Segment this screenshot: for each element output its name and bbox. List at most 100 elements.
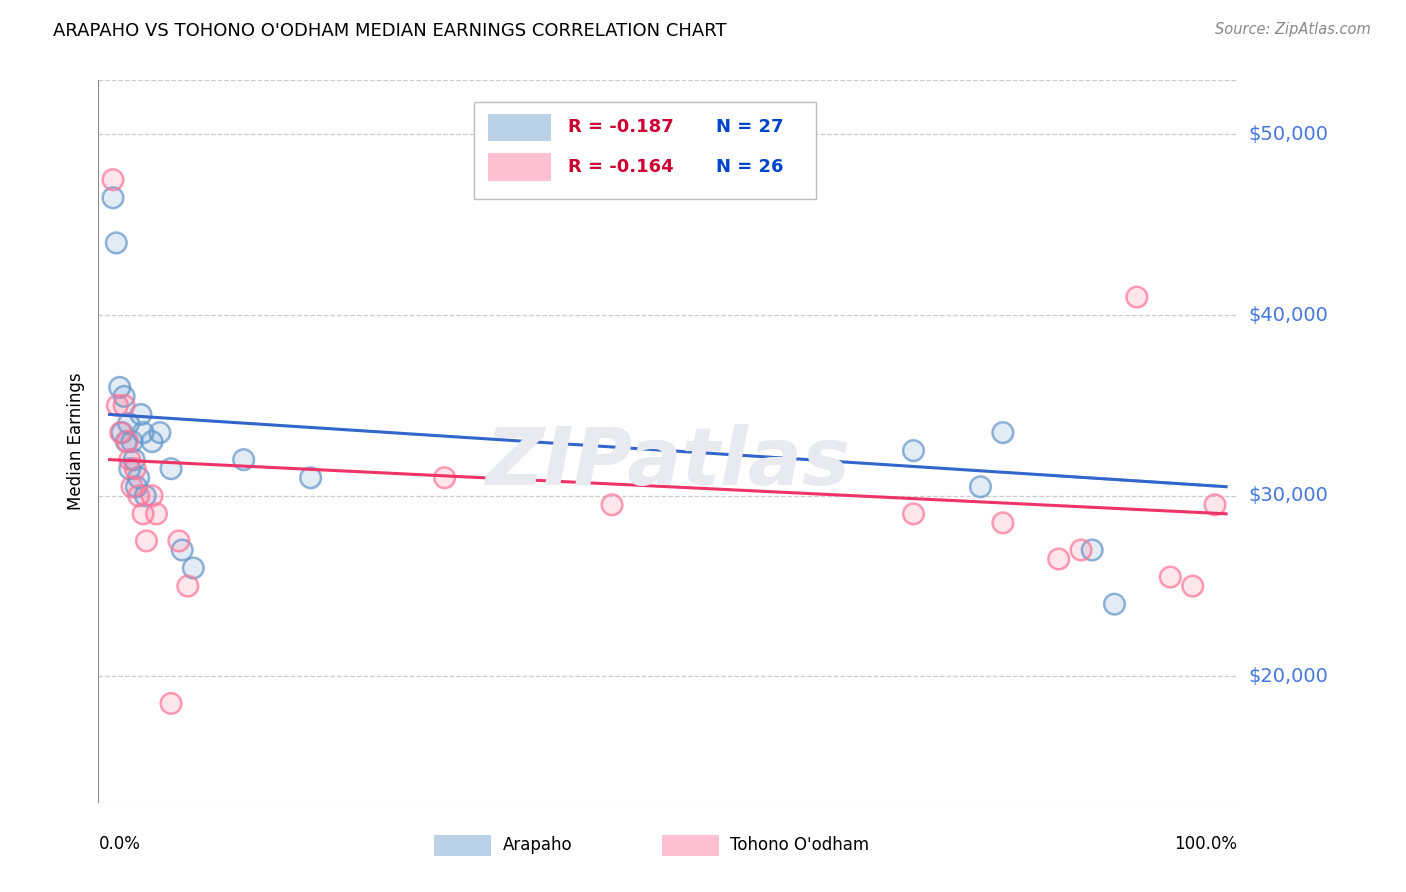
Point bbox=[118, 452, 141, 467]
Point bbox=[160, 461, 183, 475]
Text: Arapaho: Arapaho bbox=[503, 837, 572, 855]
Point bbox=[183, 561, 205, 575]
Point bbox=[991, 425, 1014, 440]
Point bbox=[124, 461, 146, 475]
Point bbox=[1047, 552, 1070, 566]
Point bbox=[125, 480, 148, 494]
Point bbox=[124, 461, 146, 475]
Point bbox=[115, 434, 138, 449]
Point bbox=[107, 398, 129, 412]
Point bbox=[167, 533, 190, 548]
Point bbox=[232, 452, 254, 467]
Point bbox=[1104, 597, 1126, 611]
Point bbox=[135, 533, 157, 548]
Point bbox=[101, 172, 124, 186]
Text: 100.0%: 100.0% bbox=[1174, 835, 1237, 854]
Point bbox=[1070, 542, 1092, 557]
Point bbox=[1047, 552, 1070, 566]
Point bbox=[121, 480, 143, 494]
Point bbox=[121, 434, 143, 449]
Point bbox=[1159, 570, 1181, 584]
Point bbox=[132, 507, 155, 521]
Point bbox=[132, 425, 155, 440]
Point bbox=[991, 516, 1014, 530]
Point bbox=[160, 461, 183, 475]
Point bbox=[112, 398, 135, 412]
Point bbox=[134, 489, 156, 503]
Point bbox=[991, 516, 1014, 530]
Point bbox=[172, 542, 194, 557]
Point bbox=[969, 480, 991, 494]
Point bbox=[600, 498, 623, 512]
Point bbox=[107, 398, 129, 412]
Point bbox=[433, 471, 456, 485]
Point bbox=[141, 434, 163, 449]
Point bbox=[132, 425, 155, 440]
Y-axis label: Median Earnings: Median Earnings bbox=[67, 373, 86, 510]
Point bbox=[121, 434, 143, 449]
Point bbox=[1126, 290, 1149, 304]
Point bbox=[1181, 579, 1204, 593]
Point bbox=[167, 533, 190, 548]
Point bbox=[177, 579, 200, 593]
Point bbox=[600, 498, 623, 512]
Point bbox=[122, 452, 145, 467]
Point bbox=[145, 507, 167, 521]
Point bbox=[134, 489, 156, 503]
Point bbox=[177, 579, 200, 593]
Point bbox=[903, 507, 925, 521]
Point bbox=[183, 561, 205, 575]
Text: $30,000: $30,000 bbox=[1249, 486, 1329, 505]
Point bbox=[111, 425, 134, 440]
Point bbox=[105, 235, 128, 250]
FancyBboxPatch shape bbox=[488, 153, 551, 181]
Point bbox=[145, 507, 167, 521]
Point bbox=[149, 425, 172, 440]
Point bbox=[1070, 542, 1092, 557]
Point bbox=[112, 398, 135, 412]
Point bbox=[1126, 290, 1149, 304]
Point bbox=[105, 235, 128, 250]
Point bbox=[129, 408, 152, 422]
Point bbox=[108, 380, 131, 394]
Text: N = 27: N = 27 bbox=[716, 119, 783, 136]
Point bbox=[299, 471, 322, 485]
Point bbox=[433, 471, 456, 485]
Point bbox=[118, 452, 141, 467]
Point bbox=[1081, 542, 1104, 557]
Point bbox=[117, 417, 139, 431]
Text: ARAPAHO VS TOHONO O'ODHAM MEDIAN EARNINGS CORRELATION CHART: ARAPAHO VS TOHONO O'ODHAM MEDIAN EARNING… bbox=[53, 22, 727, 40]
Point bbox=[129, 408, 152, 422]
Point bbox=[160, 697, 183, 711]
Point bbox=[110, 425, 132, 440]
Point bbox=[101, 191, 124, 205]
FancyBboxPatch shape bbox=[474, 102, 815, 200]
Point bbox=[299, 471, 322, 485]
Point bbox=[128, 471, 150, 485]
Point bbox=[118, 461, 141, 475]
Point bbox=[141, 489, 163, 503]
Point bbox=[112, 389, 135, 403]
Point bbox=[115, 434, 138, 449]
Point bbox=[903, 507, 925, 521]
Point bbox=[117, 417, 139, 431]
Point bbox=[110, 425, 132, 440]
Point bbox=[160, 697, 183, 711]
Point bbox=[232, 452, 254, 467]
FancyBboxPatch shape bbox=[488, 113, 551, 141]
Point bbox=[1159, 570, 1181, 584]
Text: $40,000: $40,000 bbox=[1249, 306, 1329, 325]
Point bbox=[111, 425, 134, 440]
Point bbox=[1104, 597, 1126, 611]
Point bbox=[1204, 498, 1226, 512]
Text: 0.0%: 0.0% bbox=[98, 835, 141, 854]
Point bbox=[1204, 498, 1226, 512]
Text: R = -0.164: R = -0.164 bbox=[568, 158, 673, 176]
Point bbox=[969, 480, 991, 494]
Point bbox=[991, 425, 1014, 440]
Text: R = -0.187: R = -0.187 bbox=[568, 119, 673, 136]
Text: ZIPatlas: ZIPatlas bbox=[485, 425, 851, 502]
Point bbox=[132, 507, 155, 521]
Point bbox=[172, 542, 194, 557]
Point bbox=[121, 480, 143, 494]
